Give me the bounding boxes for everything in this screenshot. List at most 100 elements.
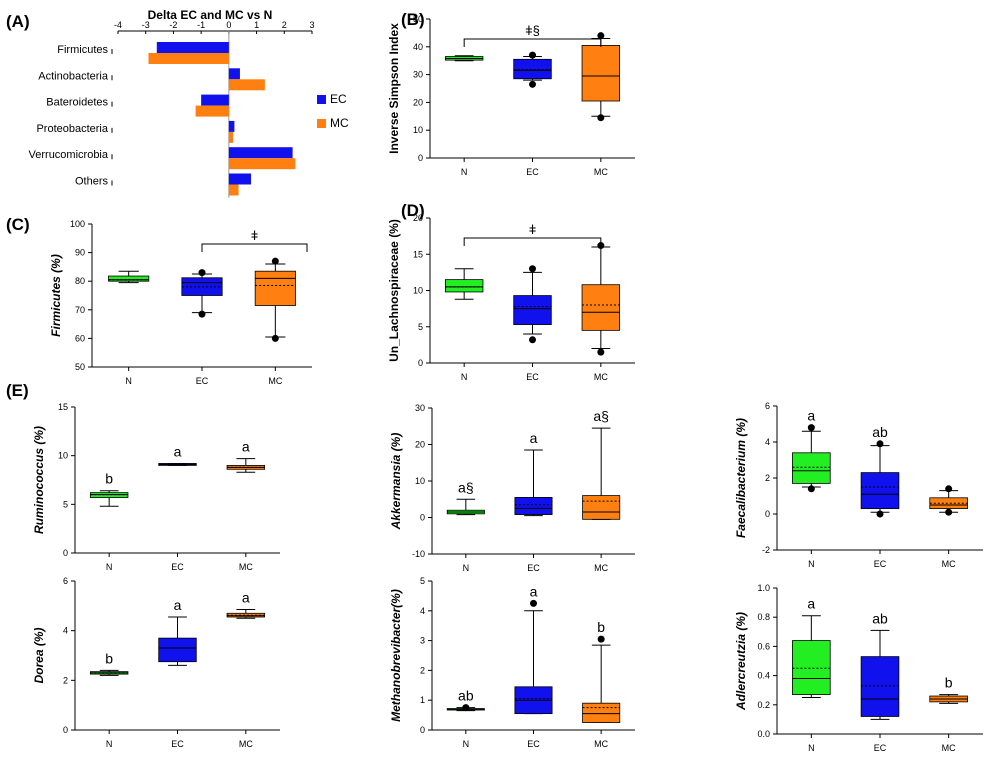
significance-bracket	[463, 38, 602, 47]
y-tick-label: 0	[63, 725, 68, 735]
y-axis-label: Inverse Simpson Index	[387, 23, 401, 154]
x-tick-label: EC	[196, 376, 209, 386]
significance-letter: a	[242, 590, 250, 606]
x-tick-label: EC	[874, 559, 887, 569]
y-tick-label: 4	[63, 626, 68, 636]
panel-e4: 0 2 4 6 Dorea (%) b Na EC a MC	[32, 576, 280, 749]
y-tick-label: 90	[75, 248, 85, 258]
significance-letter: a§	[458, 479, 474, 495]
iqr-box	[860, 656, 900, 717]
bar-ec-others	[228, 173, 252, 185]
box-mc	[581, 242, 621, 356]
x-tick-label: MC	[594, 372, 608, 382]
bar-ec-firmicutes	[156, 42, 229, 53]
significance-letter: a§	[593, 408, 609, 424]
significance-letter: ab	[872, 424, 888, 440]
box-ec: ab	[860, 610, 900, 720]
y-tick-label: 20	[413, 97, 423, 107]
panel-label: (C)	[6, 215, 30, 234]
legend-label-mc: MC	[330, 116, 349, 130]
x-tick-label: 3	[309, 20, 314, 30]
box-mc: a	[226, 590, 266, 619]
outlier-point	[462, 704, 470, 712]
outlier-point	[597, 635, 605, 643]
y-tick-label: 0.8	[757, 612, 770, 622]
significance-letter: ab	[458, 688, 474, 704]
significance-letter: b	[597, 619, 605, 635]
y-tick-label: 70	[75, 305, 85, 315]
category-label: Others	[75, 176, 109, 188]
iqr-box	[792, 452, 831, 484]
outlier-point	[807, 485, 815, 493]
y-tick-label: 0	[420, 725, 425, 735]
y-tick-label: 80	[75, 276, 85, 286]
iqr-box	[514, 497, 553, 515]
panel-c: (C) 50 60 70 80 90 100 Firmicutes (%) N EC MC ǂ	[6, 215, 312, 386]
box-n: a§	[446, 479, 485, 516]
x-tick-label: EC	[874, 743, 887, 753]
bar-ec-proteobacteria	[228, 120, 235, 132]
y-tick-label: 20	[415, 440, 425, 450]
y-tick-label: 100	[70, 219, 85, 229]
outlier-point	[529, 336, 536, 344]
outlier-point	[597, 348, 605, 356]
significance-letter: a	[807, 596, 815, 612]
y-tick-label: 10	[58, 451, 68, 461]
iqr-box	[581, 45, 621, 102]
x-tick-label: EC	[526, 167, 539, 177]
y-tick-label: 0	[765, 509, 770, 519]
y-axis-label: Ruminococcus (%)	[32, 426, 46, 534]
significance-letter: a	[174, 597, 182, 613]
significance-letter: a	[530, 583, 538, 599]
x-tick-label: N	[463, 563, 470, 573]
bar-mc-actinobacteria	[228, 79, 265, 91]
box-mc	[581, 32, 621, 122]
y-tick-label: 0.4	[757, 671, 770, 681]
y-tick-label: 6	[765, 401, 770, 411]
y-tick-label: 5	[418, 322, 423, 332]
y-tick-label: 1.0	[757, 583, 770, 593]
significance-letter: a	[530, 430, 538, 446]
y-tick-label: -10	[412, 549, 425, 559]
outlier-point	[945, 485, 953, 493]
x-tick-label: MC	[942, 743, 956, 753]
category-label: Verrucomicrobia	[29, 149, 109, 161]
box-mc: a§	[582, 408, 621, 520]
x-tick-label: N	[808, 743, 815, 753]
x-tick-label: MC	[594, 739, 608, 749]
panel-label: (B)	[401, 10, 425, 29]
x-tick-label: MC	[268, 376, 282, 386]
significance-label: ǂ§	[525, 23, 540, 38]
x-tick-label: 0	[226, 20, 231, 30]
box-mc	[254, 257, 296, 342]
y-tick-label: 1	[420, 695, 425, 705]
box-mc: a	[226, 439, 266, 473]
panel-d: (D) 0 5 10 15 20 Un_Lachnospiraceae (%) N EC MC ǂ	[387, 201, 635, 382]
x-tick-label: N	[461, 372, 468, 382]
box-n: b	[89, 650, 129, 676]
y-tick-label: 0.0	[757, 729, 770, 739]
box-ec: a	[158, 443, 197, 466]
bar-mc-bateroidetes	[195, 105, 229, 117]
outlier-point	[529, 51, 536, 59]
y-tick-label: 30	[415, 403, 425, 413]
y-tick-label: 10	[413, 286, 423, 296]
y-tick-label: 15	[413, 249, 423, 259]
iqr-box	[581, 284, 621, 331]
box-mc: b	[929, 675, 968, 704]
iqr-box	[792, 640, 831, 695]
category-label: Proteobacteria	[36, 123, 108, 135]
iqr-box	[108, 275, 150, 282]
x-tick-label: EC	[171, 562, 184, 572]
significance-letter: a	[807, 408, 815, 424]
significance-letter: b	[105, 471, 113, 487]
y-tick-label: 6	[63, 576, 68, 586]
significance-letter: a	[174, 443, 182, 459]
iqr-box	[582, 702, 621, 723]
iqr-box	[158, 637, 197, 663]
box-n	[108, 270, 150, 284]
y-tick-label: 50	[75, 362, 85, 372]
x-tick-label: MC	[942, 559, 956, 569]
y-axis-label: Akkermansia (%)	[389, 433, 403, 531]
bar-mc-firmicutes	[148, 53, 229, 64]
